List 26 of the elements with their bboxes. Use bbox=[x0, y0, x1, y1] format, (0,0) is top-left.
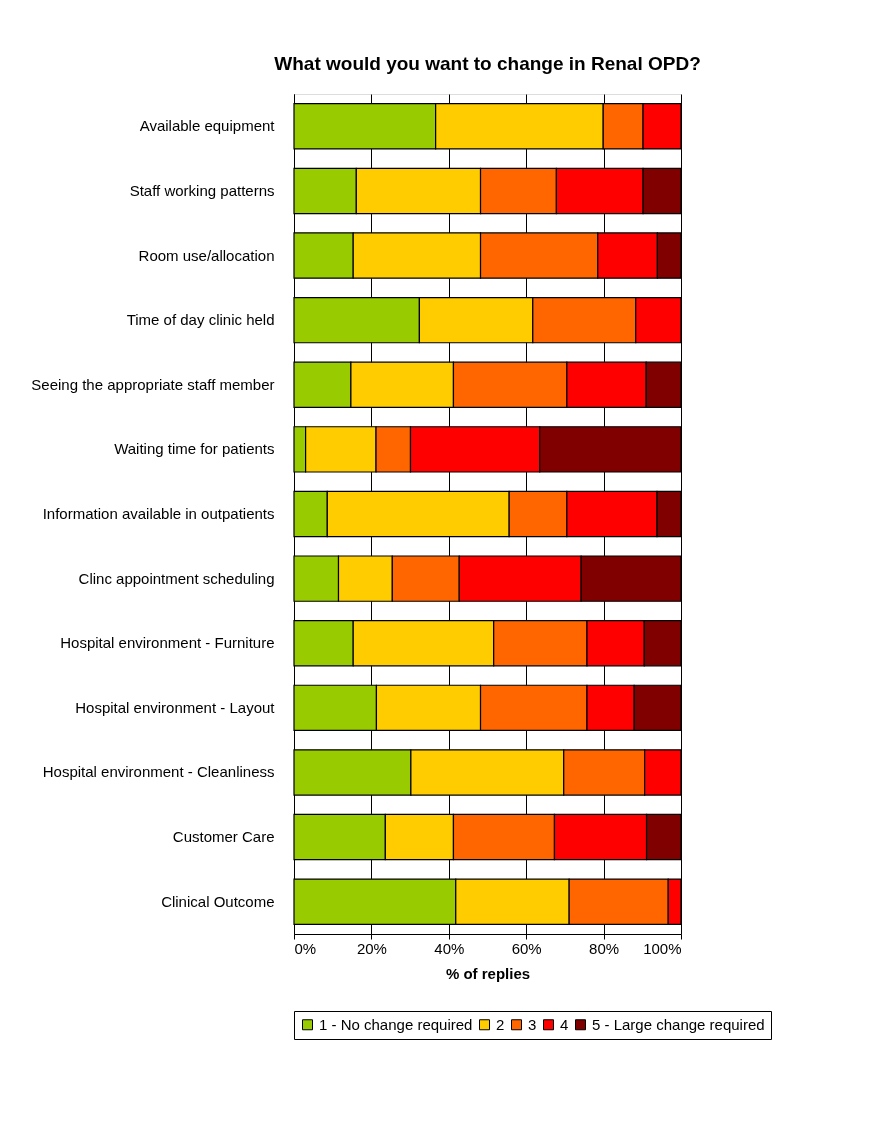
y-tick-label: Staff working patterns bbox=[129, 181, 275, 199]
y-tick-label: Seeing the appropriate staff member bbox=[31, 375, 275, 393]
y-tick-label: Clinical Outcome bbox=[161, 892, 275, 910]
x-tick-label: 100% bbox=[643, 939, 682, 957]
y-tick-label: Clinc appointment scheduling bbox=[78, 569, 275, 587]
legend-label: 4 bbox=[560, 1015, 569, 1033]
y-tick-label: Customer Care bbox=[172, 828, 275, 846]
y-tick-label: Room use/allocation bbox=[138, 246, 275, 264]
legend-label: 5 - Large change required bbox=[592, 1015, 765, 1033]
y-tick-label: Time of day clinic held bbox=[126, 311, 275, 329]
x-tick-label: 80% bbox=[589, 939, 620, 957]
y-tick-label: Hospital environment - Furniture bbox=[60, 634, 275, 652]
x-tick-label: 60% bbox=[511, 939, 542, 957]
y-tick-label: Hospital environment - Cleanliness bbox=[42, 763, 275, 781]
x-tick-label: 0% bbox=[294, 939, 317, 957]
legend-label: 3 bbox=[528, 1015, 537, 1033]
y-tick-label: Hospital environment - Layout bbox=[75, 698, 276, 716]
x-tick-label: 20% bbox=[356, 939, 387, 957]
y-tick-label: Information available in outpatients bbox=[42, 505, 275, 522]
x-tick-label: 40% bbox=[434, 939, 465, 957]
chart-title: What would you want to change in Renal OPD? bbox=[274, 53, 701, 74]
y-tick-label: Available equipment bbox=[139, 117, 276, 135]
legend-label: 1 - No change required bbox=[319, 1015, 473, 1033]
x-axis-title: % of replies bbox=[445, 964, 531, 982]
legend-label: 2 bbox=[496, 1015, 505, 1033]
y-tick-label: Waiting time for patients bbox=[114, 440, 275, 458]
